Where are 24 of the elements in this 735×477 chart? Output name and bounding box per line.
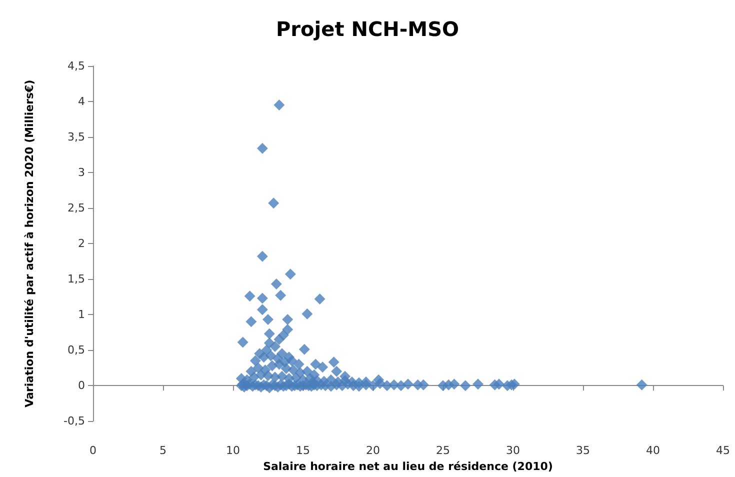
y-axis-title: Variation d'utilité par actif à horizon 2020 (Milliers€) <box>23 80 36 408</box>
x-tick-label: 5 <box>160 444 166 458</box>
x-tick-label: 45 <box>716 444 730 458</box>
y-tick-label: 0 <box>78 379 85 392</box>
x-tick-label: 25 <box>436 444 450 458</box>
y-tick-label: -0,5 <box>64 414 85 428</box>
y-tick-label: 4 <box>78 95 85 108</box>
x-tick-label: 10 <box>226 444 240 458</box>
x-tick-label: 0 <box>90 444 96 458</box>
x-tick-label: 15 <box>296 444 310 458</box>
y-tick-label: 3 <box>78 166 85 180</box>
chart-title: Projet NCH-MSO <box>276 17 459 41</box>
y-tick-label: 1 <box>78 308 85 322</box>
x-tick-label: 35 <box>576 444 590 458</box>
x-tick-label: 40 <box>646 444 660 458</box>
y-tick-label: 1,5 <box>68 272 85 286</box>
x-tick-label: 20 <box>366 444 380 458</box>
y-tick-label: 4,5 <box>68 60 85 72</box>
y-tick-label: 2,5 <box>68 202 85 215</box>
y-tick-label: 3,5 <box>68 130 85 144</box>
y-tick-label: 0,5 <box>68 344 85 357</box>
y-tick-label: 2 <box>78 237 85 250</box>
x-axis-title: Salaire horaire net au lieu de résidence (2010) <box>263 460 553 473</box>
x-tick-label: 30 <box>506 444 520 458</box>
